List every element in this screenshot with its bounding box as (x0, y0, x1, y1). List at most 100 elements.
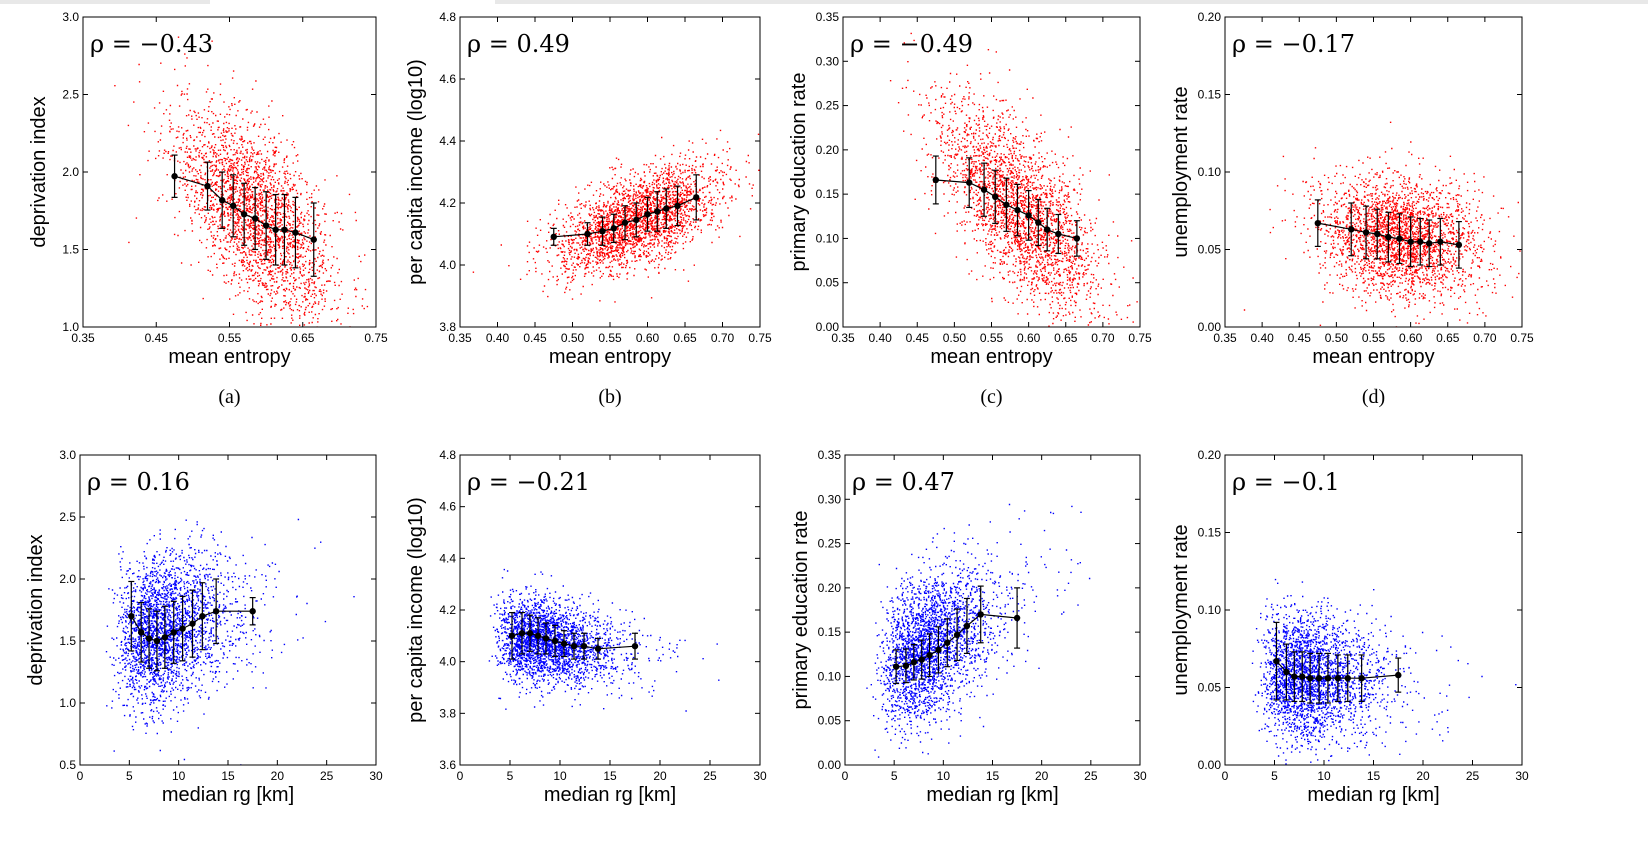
binned-mean-point (1395, 671, 1402, 679)
x-tick-label: 0.70 (1473, 331, 1497, 345)
x-tick-label: 0.70 (1091, 331, 1115, 345)
binned-mean-point (1306, 675, 1314, 682)
y-axis-label: unemployment rate (1170, 524, 1192, 695)
scatter-cloud-e (105, 518, 355, 765)
binned-mean-point (1425, 240, 1433, 247)
x-tick-label: 20 (653, 769, 667, 783)
x-tick-label: 15 (986, 769, 1000, 783)
panel-caption: (c) (980, 386, 1002, 408)
x-tick-label: 15 (1367, 769, 1381, 783)
x-tick-label: 0.40 (486, 331, 510, 345)
panel-caption: (a) (218, 386, 240, 408)
binned-mean-point (1334, 675, 1342, 682)
x-tick-label: 0.75 (1510, 331, 1534, 345)
binned-mean-point (128, 613, 135, 620)
y-tick-label: 4.2 (439, 603, 456, 617)
binned-mean-point (953, 631, 961, 638)
x-tick-label: 0.60 (636, 331, 660, 345)
x-tick-label: 0.50 (561, 331, 585, 345)
x-tick-label: 0.35 (71, 331, 95, 345)
plot-frame-b (459, 16, 761, 328)
y-tick-label: 0.00 (816, 320, 840, 334)
binned-mean-point (633, 216, 640, 224)
x-tick-label: 10 (937, 769, 951, 783)
y-axis-label: primary education rate (790, 511, 812, 710)
binned-mean-point (240, 211, 248, 218)
y-tick-label: 2.0 (59, 572, 76, 586)
binned-mean-point (145, 635, 153, 642)
x-axis-label: mean entropy (549, 346, 671, 368)
x-tick-label: 25 (703, 769, 717, 783)
y-axis-label: deprivation index (28, 96, 50, 247)
x-tick-label: 20 (1416, 769, 1430, 783)
y-axis-label: per capita income (log10) (405, 497, 427, 723)
binned-mean-point (229, 202, 237, 210)
binned-mean-point (1437, 238, 1444, 245)
x-tick-label: 30 (1515, 769, 1529, 783)
binned-mean-point (262, 222, 270, 229)
binned-mean-point (212, 608, 220, 615)
panel-a: 0.35 0.45 0.55 0.65 0.75 1.0 1.5 2.0 2.5 3.0 ρ = −… (28, 10, 388, 408)
binned-mean-point (1073, 235, 1081, 242)
binned-mean-point (1013, 614, 1021, 622)
top-edge-strip-left (0, 0, 210, 4)
x-tick-label: 0.55 (1362, 331, 1386, 345)
correlation-annotation: ρ = 0.47 (852, 468, 955, 496)
binned-mean-point (251, 215, 259, 222)
plot-frame-g (844, 454, 1141, 766)
y-tick-label: 3.0 (59, 448, 76, 462)
x-tick-label: 0.60 (1017, 331, 1041, 345)
binned-mean-point (963, 622, 971, 630)
x-tick-label: 25 (1084, 769, 1098, 783)
y-tick-label: 0.20 (816, 143, 840, 157)
correlation-annotation: ρ = −0.43 (90, 30, 213, 58)
y-tick-label: 3.0 (62, 10, 79, 24)
scatter-cloud-f (488, 568, 720, 712)
binned-mean-point (1315, 675, 1323, 682)
y-tick-label: 1.5 (59, 634, 76, 648)
x-tick-label: 0.40 (1250, 331, 1274, 345)
y-tick-label: 0.10 (1198, 165, 1222, 179)
y-tick-label: 0.15 (818, 625, 842, 639)
binned-mean-point (249, 608, 256, 615)
plot-frame-d (1224, 16, 1523, 328)
x-tick-label: 30 (753, 769, 767, 783)
binned-mean-point (1273, 657, 1280, 665)
y-tick-label: 4.8 (439, 10, 456, 24)
binned-mean-point (693, 194, 700, 201)
x-tick-label: 0.65 (673, 331, 697, 345)
binned-mean-point (610, 225, 617, 232)
x-tick-label: 10 (553, 769, 567, 783)
x-tick-label: 0.65 (291, 331, 315, 345)
binned-mean-point (1344, 675, 1351, 682)
x-tick-label: 0.60 (1399, 331, 1423, 345)
y-tick-label: 3.8 (439, 706, 456, 720)
x-tick-label: 0.75 (364, 331, 388, 345)
y-tick-label: 0.05 (816, 276, 840, 290)
x-tick-label: 0 (77, 769, 84, 783)
x-tick-label: 5 (507, 769, 514, 783)
x-tick-label: 0.45 (906, 331, 930, 345)
x-tick-label: 5 (126, 769, 133, 783)
binned-mean-point (281, 226, 288, 233)
x-tick-label: 0.45 (145, 331, 169, 345)
x-axis-label: median rg [km] (544, 784, 676, 806)
y-tick-label: 0.00 (818, 758, 842, 772)
y-axis-label: unemployment rate (1170, 86, 1192, 257)
binned-mean-point (179, 625, 186, 632)
binned-mean-point (594, 645, 602, 652)
x-tick-label: 0.75 (748, 331, 772, 345)
y-axis-label: primary education rate (788, 73, 810, 272)
x-tick-label: 0.65 (1436, 331, 1460, 345)
y-tick-label: 0.25 (818, 537, 842, 551)
y-tick-label: 3.8 (439, 320, 456, 334)
binned-mean-point (1025, 212, 1032, 219)
correlation-annotation: ρ = 0.49 (467, 30, 570, 58)
binned-mean-point (1407, 238, 1414, 245)
x-tick-label: 0.50 (1325, 331, 1349, 345)
x-axis-label: mean entropy (1312, 346, 1434, 368)
x-tick-label: 0.55 (980, 331, 1004, 345)
y-tick-label: 4.4 (439, 134, 456, 148)
binned-mean-point (1396, 235, 1403, 242)
x-tick-label: 0.55 (218, 331, 242, 345)
